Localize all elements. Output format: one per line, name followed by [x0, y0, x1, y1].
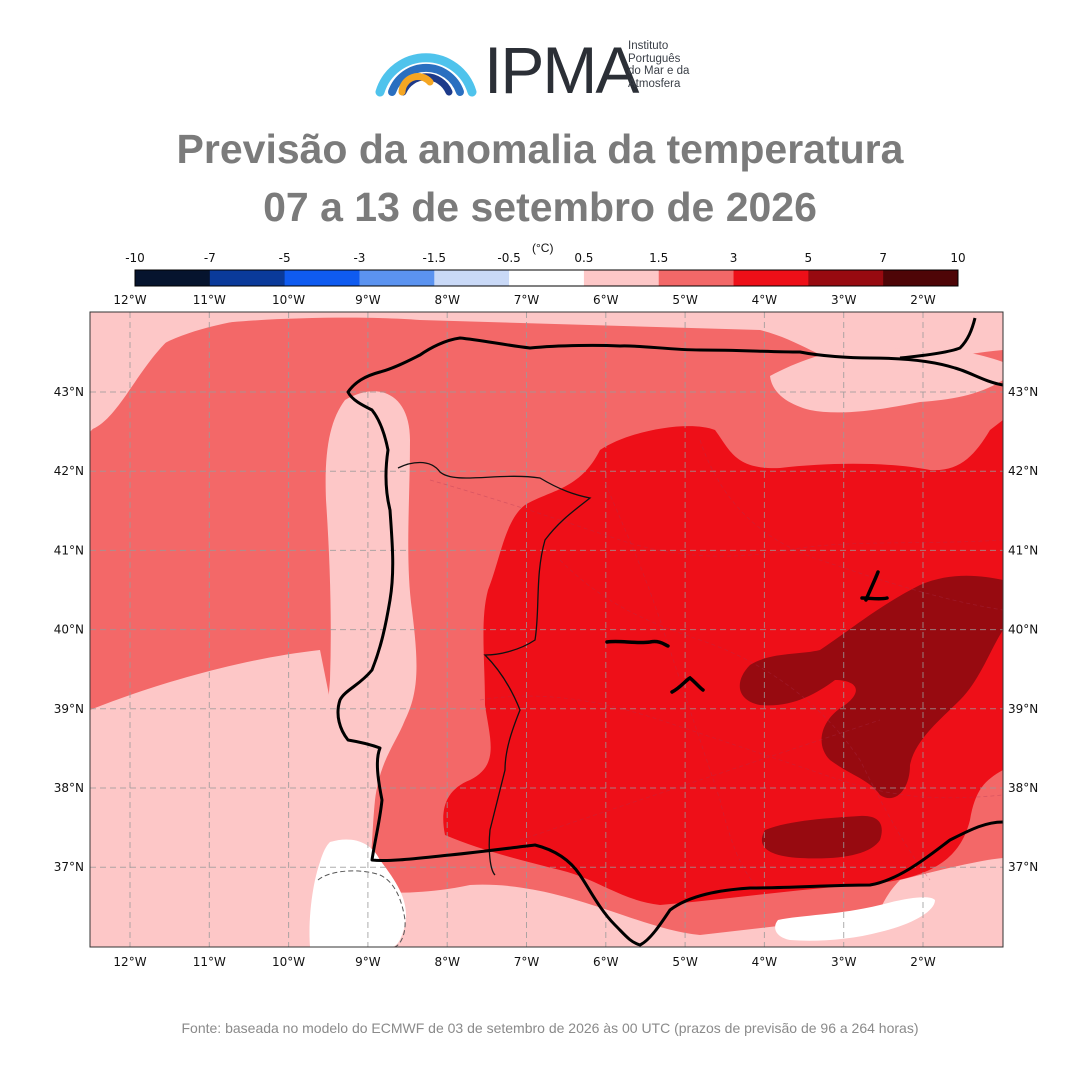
longitude-label: 7°W [514, 293, 540, 307]
colorbar-tick-label: -0.5 [497, 251, 520, 265]
colorbar-tick-label: -5 [279, 251, 291, 265]
page-title: Previsão da anomalia da temperatura [176, 126, 904, 172]
anomaly-region-strong [443, 420, 1003, 905]
longitude-label: 10°W [272, 293, 305, 307]
maritime-border-dashed [317, 870, 406, 947]
anomaly-region-very-strong [739, 575, 1003, 799]
latitude-label: 38°N [54, 781, 84, 795]
colorbar-tick-label: 5 [805, 251, 813, 265]
longitude-label: 10°W [272, 955, 305, 969]
colorbar-segment [135, 270, 211, 286]
longitude-label: 3°W [831, 293, 857, 307]
longitude-label: 8°W [434, 955, 460, 969]
logo-wordmark: IPMA [484, 33, 639, 107]
logo-subtitle-line: Instituto [628, 40, 669, 52]
latitude-labels-right: 43°N 42°N 41°N 40°N 39°N 38°N 37°N [1008, 385, 1038, 874]
colorbar-outline [134, 269, 959, 287]
map-figure: -10 -7 -5 -3 -1.5 -0.5 0.5 1.5 3 5 7 10 [54, 251, 1039, 969]
colorbar-tick-label: 7 [879, 251, 887, 265]
colorbar-tick-label: -3 [353, 251, 365, 265]
longitude-label: 3°W [831, 955, 857, 969]
longitude-label: 8°W [434, 293, 460, 307]
ipma-arcs-icon [375, 53, 477, 97]
anomaly-region-neutral [309, 839, 406, 947]
latitude-label: 39°N [1008, 702, 1038, 716]
colorbar-segment [658, 270, 735, 286]
colorbar-unit: (°C) [532, 241, 554, 255]
longitude-labels-bottom: 12°W 11°W 10°W 9°W 8°W 7°W 6°W 5°W 4°W 3°W 2°W [113, 955, 935, 969]
latitude-label: 39°N [54, 702, 84, 716]
latitude-label: 40°N [1008, 623, 1038, 637]
latitude-label: 41°N [54, 543, 84, 557]
logo-subtitle-line: do Mar e da [628, 65, 690, 77]
regional-boundaries [429, 439, 1003, 891]
anomaly-region-neutral [775, 897, 935, 941]
portugal-spain-border [397, 461, 592, 876]
logo-subtitle-line: Atmosfera [628, 77, 681, 90]
map-gridlines [90, 312, 1003, 947]
longitude-label: 2°W [910, 955, 936, 969]
page-date-range: 07 a 13 de setembro de 2026 [263, 184, 817, 230]
latitude-label: 37°N [1008, 860, 1038, 874]
longitude-labels-top: 12°W 11°W 10°W 9°W 8°W 7°W 6°W 5°W 4°W 3°W 2°W [113, 293, 935, 307]
colorbar-tick-label: -10 [125, 251, 145, 265]
longitude-label: 11°W [193, 293, 226, 307]
colorbar-segment [209, 270, 286, 286]
colorbar-tick-label: -7 [204, 251, 216, 265]
reservoir-entrepenas [860, 570, 889, 602]
colorbar-tick-label: 0.5 [574, 251, 593, 265]
reservoir-alcantara [605, 639, 670, 648]
colorbar [134, 269, 959, 287]
anomaly-map-svg: -10 -7 -5 -3 -1.5 -0.5 0.5 1.5 3 5 7 10 [54, 251, 1039, 969]
colorbar-tick-label: 3 [730, 251, 738, 265]
anomaly-region-very-strong [761, 815, 882, 859]
colorbar-tick-label: -1.5 [423, 251, 446, 265]
logo-subtitle-line: Português [628, 52, 681, 65]
longitude-label: 5°W [672, 955, 698, 969]
colorbar-segment [808, 270, 884, 286]
longitude-label: 5°W [672, 293, 698, 307]
map-plot-area [90, 312, 1003, 947]
longitude-label: 11°W [193, 955, 226, 969]
colorbar-segment [434, 270, 510, 286]
latitude-label: 42°N [1008, 464, 1038, 478]
colorbar-segment [583, 270, 660, 286]
colorbar-tick-label: 1.5 [649, 251, 668, 265]
logo-subtitle: Instituto Português do Mar e da Atmosfer… [628, 40, 689, 90]
latitude-label: 38°N [1008, 781, 1038, 795]
longitude-label: 4°W [752, 955, 778, 969]
latitude-label: 42°N [54, 464, 84, 478]
longitude-label: 6°W [593, 955, 619, 969]
colorbar-tick-labels: -10 -7 -5 -3 -1.5 -0.5 0.5 1.5 3 5 7 10 [125, 251, 965, 265]
longitude-label: 6°W [593, 293, 619, 307]
reservoir-orellana [670, 675, 705, 694]
anomaly-region-light [90, 312, 300, 432]
latitude-label: 41°N [1008, 543, 1038, 557]
latitude-label: 43°N [1008, 385, 1038, 399]
map-frame [89, 311, 1004, 948]
latitude-label: 40°N [54, 623, 84, 637]
colorbar-segment [359, 270, 435, 286]
latitude-label: 37°N [54, 860, 84, 874]
longitude-label: 9°W [355, 955, 381, 969]
colorbar-segment [509, 270, 585, 286]
longitude-label: 4°W [752, 293, 778, 307]
anomaly-region-light [322, 391, 417, 880]
latitude-labels-left: 43°N 42°N 41°N 40°N 39°N 38°N 37°N [54, 385, 84, 874]
longitude-label: 12°W [113, 293, 146, 307]
coastline-ebro-north [899, 317, 977, 360]
colorbar-tick-label: 10 [950, 251, 965, 265]
longitude-label: 12°W [113, 955, 146, 969]
source-note: Fonte: baseada no modelo do ECMWF de 03 … [181, 1020, 919, 1036]
coastline [336, 336, 1003, 947]
longitude-label: 2°W [910, 293, 936, 307]
latitude-label: 43°N [54, 385, 84, 399]
colorbar-segment [733, 270, 809, 286]
longitude-label: 9°W [355, 293, 381, 307]
longitude-label: 7°W [514, 955, 540, 969]
colorbar-segment [284, 270, 360, 286]
ipma-logo: IPMA Instituto Português do Mar e da Atm… [372, 33, 712, 107]
colorbar-segment [883, 270, 959, 286]
